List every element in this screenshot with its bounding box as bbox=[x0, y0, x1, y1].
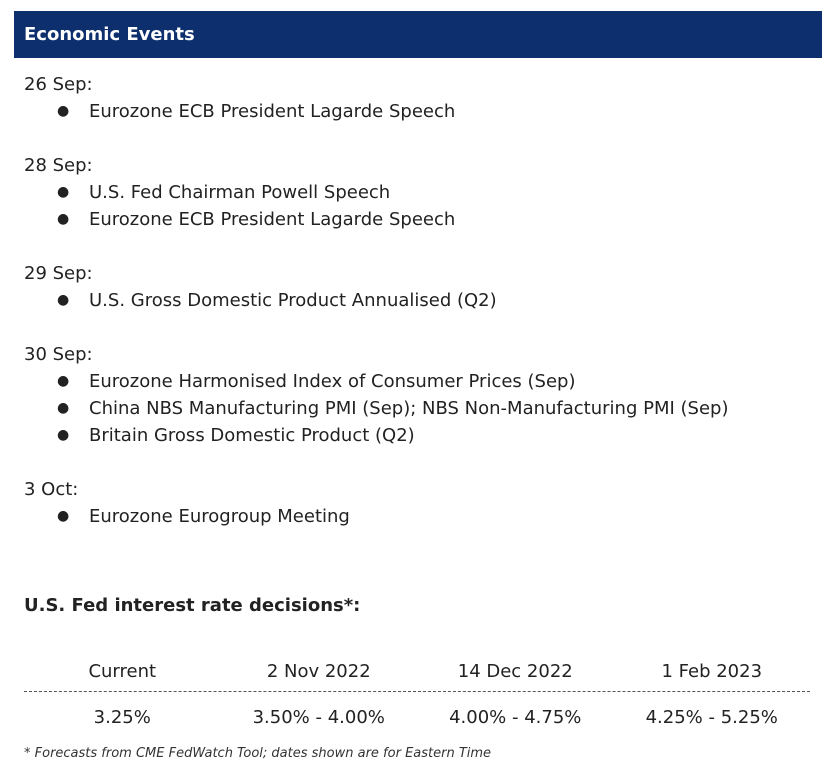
event-date: 29 Sep: bbox=[24, 263, 93, 284]
event-item: ● Eurozone Eurogroup Meeting bbox=[24, 503, 814, 530]
bullet-icon: ● bbox=[57, 103, 70, 119]
bullet-icon: ● bbox=[57, 400, 70, 416]
event-items: ● U.S. Gross Domestic Product Annualised… bbox=[24, 287, 814, 314]
footnote: * Forecasts from CME FedWatch Tool; date… bbox=[24, 746, 492, 761]
event-text: U.S. Fed Chairman Powell Speech bbox=[89, 182, 391, 203]
event-item: ● Eurozone ECB President Lagarde Speech bbox=[24, 98, 814, 125]
bullet-icon: ● bbox=[57, 211, 70, 227]
bullet-icon: ● bbox=[57, 184, 70, 200]
event-day: 28 Sep: ● U.S. Fed Chairman Powell Speec… bbox=[24, 152, 814, 233]
fed-rate-title: U.S. Fed interest rate decisions*: bbox=[24, 595, 361, 616]
event-item: ● China NBS Manufacturing PMI (Sep); NBS… bbox=[24, 395, 814, 422]
fed-header-cell: 14 Dec 2022 bbox=[457, 661, 573, 682]
event-item: ● Eurozone ECB President Lagarde Speech bbox=[24, 206, 814, 233]
events-list: 26 Sep: ● Eurozone ECB President Lagarde… bbox=[24, 71, 814, 557]
fed-header-cell: 2 Nov 2022 bbox=[266, 661, 371, 682]
event-items: ● Eurozone Harmonised Index of Consumer … bbox=[24, 368, 814, 449]
event-text: Eurozone Eurogroup Meeting bbox=[89, 506, 350, 527]
fed-value-cell: 4.25% - 5.25% bbox=[645, 707, 778, 728]
event-day: 26 Sep: ● Eurozone ECB President Lagarde… bbox=[24, 71, 814, 125]
fed-value-cell: 3.25% bbox=[93, 707, 151, 728]
event-day: 29 Sep: ● U.S. Gross Domestic Product An… bbox=[24, 260, 814, 314]
event-day: 30 Sep: ● Eurozone Harmonised Index of C… bbox=[24, 341, 814, 449]
event-text: China NBS Manufacturing PMI (Sep); NBS N… bbox=[89, 398, 729, 419]
event-items: ● U.S. Fed Chairman Powell Speech ● Euro… bbox=[24, 179, 814, 233]
event-date: 26 Sep: bbox=[24, 74, 93, 95]
event-item: ● U.S. Fed Chairman Powell Speech bbox=[24, 179, 814, 206]
fed-header-cell: Current bbox=[88, 661, 157, 682]
event-text: Eurozone Harmonised Index of Consumer Pr… bbox=[89, 371, 576, 392]
bullet-icon: ● bbox=[57, 427, 70, 443]
event-date: 28 Sep: bbox=[24, 155, 93, 176]
bullet-icon: ● bbox=[57, 292, 70, 308]
event-items: ● Eurozone Eurogroup Meeting bbox=[24, 503, 814, 530]
section-header: Economic Events bbox=[14, 11, 822, 58]
fed-table-value-row: 3.25% 3.50% - 4.00% 4.00% - 4.75% 4.25% … bbox=[24, 692, 810, 732]
section-title: Economic Events bbox=[24, 24, 195, 45]
event-text: Eurozone ECB President Lagarde Speech bbox=[89, 101, 456, 122]
fed-rate-table: Current 2 Nov 2022 14 Dec 2022 1 Feb 202… bbox=[24, 655, 810, 732]
event-item: ● U.S. Gross Domestic Product Annualised… bbox=[24, 287, 814, 314]
event-items: ● Eurozone ECB President Lagarde Speech bbox=[24, 98, 814, 125]
event-text: Eurozone ECB President Lagarde Speech bbox=[89, 209, 456, 230]
event-item: ● Britain Gross Domestic Product (Q2) bbox=[24, 422, 814, 449]
fed-header-cell: 1 Feb 2023 bbox=[661, 661, 763, 682]
fed-value-cell: 4.00% - 4.75% bbox=[449, 707, 582, 728]
bullet-icon: ● bbox=[57, 373, 70, 389]
event-text: U.S. Gross Domestic Product Annualised (… bbox=[89, 290, 497, 311]
bullet-icon: ● bbox=[57, 508, 70, 524]
fed-table-header-row: Current 2 Nov 2022 14 Dec 2022 1 Feb 202… bbox=[24, 655, 810, 692]
event-item: ● Eurozone Harmonised Index of Consumer … bbox=[24, 368, 814, 395]
event-date: 30 Sep: bbox=[24, 344, 93, 365]
event-date: 3 Oct: bbox=[24, 479, 79, 500]
event-text: Britain Gross Domestic Product (Q2) bbox=[89, 425, 415, 446]
fed-value-cell: 3.50% - 4.00% bbox=[252, 707, 385, 728]
event-day: 3 Oct: ● Eurozone Eurogroup Meeting bbox=[24, 476, 814, 530]
